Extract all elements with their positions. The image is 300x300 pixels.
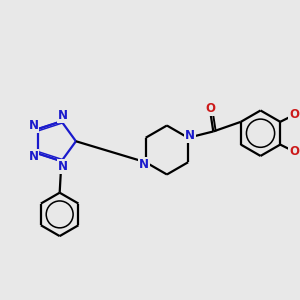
Text: O: O — [289, 145, 299, 158]
Text: N: N — [28, 119, 38, 132]
Text: N: N — [139, 158, 149, 171]
Text: N: N — [58, 110, 68, 122]
Text: O: O — [289, 108, 299, 121]
Text: N: N — [28, 150, 38, 164]
Text: N: N — [185, 129, 195, 142]
Text: O: O — [206, 102, 215, 115]
Text: N: N — [58, 160, 68, 173]
